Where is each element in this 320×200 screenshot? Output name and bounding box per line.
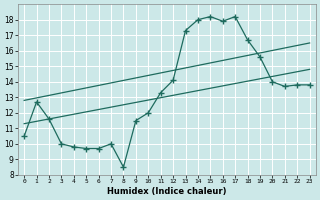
X-axis label: Humidex (Indice chaleur): Humidex (Indice chaleur) xyxy=(107,187,227,196)
